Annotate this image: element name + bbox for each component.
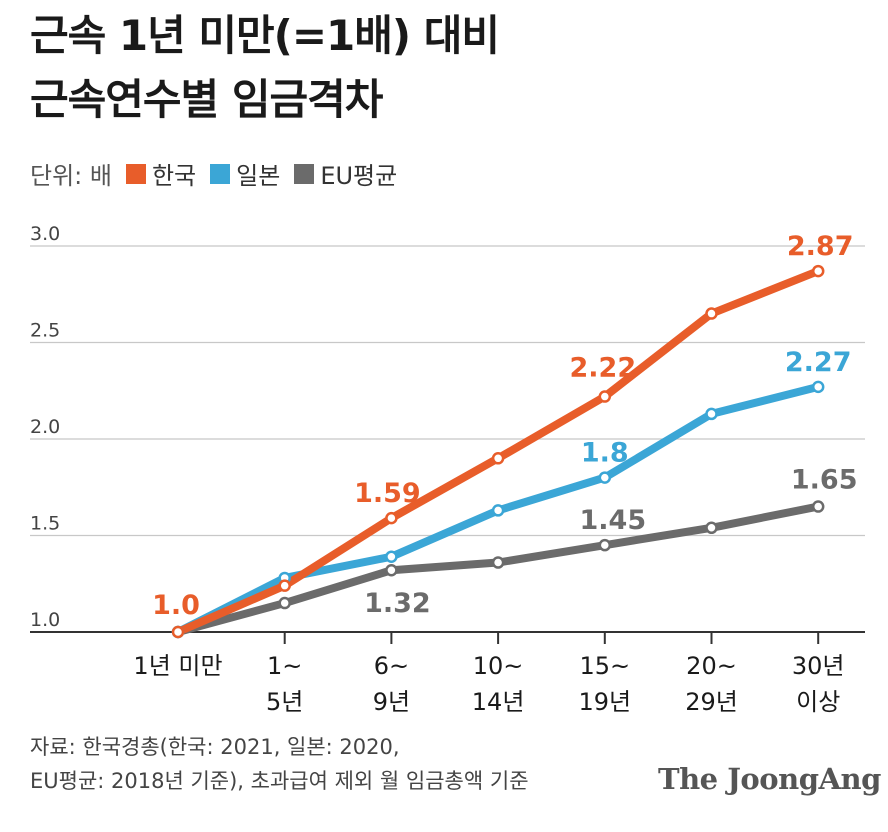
source-note: 자료: 한국경총(한국: 2021, 일본: 2020, EU평균: 2018년… — [30, 730, 529, 798]
data-label: 2.22 — [569, 353, 636, 384]
data-point-EU평균 — [705, 521, 718, 535]
data-point-일본 — [705, 407, 718, 421]
data-point-EU평균 — [385, 563, 398, 577]
y-tick-label: 2.5 — [30, 320, 60, 342]
data-label: 1.65 — [791, 465, 858, 496]
series-line-EU평균 — [174, 502, 823, 636]
x-tick-label: 9년 — [373, 688, 410, 716]
data-point-EU평균 — [491, 556, 505, 569]
x-tick-label: 15~ — [579, 652, 630, 680]
data-point-한국 — [811, 264, 825, 278]
legend-label-korea: 한국 — [151, 162, 197, 190]
data-point-일본 — [811, 380, 825, 394]
series-line-한국 — [174, 267, 823, 636]
data-label: 2.87 — [787, 231, 854, 262]
legend-label-japan: 일본 — [236, 162, 281, 190]
y-tick-label: 2.0 — [30, 416, 60, 438]
legend-swatch-eu — [294, 163, 315, 184]
data-point-한국 — [171, 625, 185, 639]
y-tick-label: 1.0 — [30, 609, 60, 631]
legend-item-japan: 일본 — [210, 156, 280, 191]
chart-title-line-1: 근속 1년 미만(=1배) 대비 — [30, 11, 500, 60]
x-tick-label: 29년 — [685, 688, 738, 716]
chart-title: 근속 1년 미만(=1배) 대비 근속연수별 임금격차 — [30, 4, 500, 132]
unit-label: 단위: 배 — [30, 162, 112, 190]
data-point-EU평균 — [598, 538, 612, 552]
x-tick-label: 10~ — [473, 652, 524, 680]
legend-swatch-japan — [210, 163, 231, 184]
legend-item-korea: 한국 — [125, 156, 197, 191]
data-label: 1.8 — [581, 438, 629, 469]
data-point-일본 — [598, 471, 612, 484]
data-point-한국 — [385, 511, 398, 525]
brand-logo: The JoongAng — [658, 762, 881, 796]
legend-label-eu: EU평균 — [320, 162, 398, 190]
x-tick-label: 1년 미만 — [133, 652, 222, 680]
data-point-한국 — [705, 307, 718, 320]
x-tick-label: 19년 — [578, 688, 631, 716]
data-point-한국 — [598, 390, 612, 403]
x-tick-label: 1~ — [267, 652, 302, 680]
y-tick-label: 3.0 — [30, 223, 60, 245]
data-label: 1.32 — [364, 588, 431, 619]
x-tick-label: 이상 — [796, 688, 840, 716]
data-point-한국 — [491, 452, 505, 465]
data-label: 1.59 — [354, 478, 421, 509]
data-point-일본 — [385, 550, 398, 563]
data-point-EU평균 — [811, 500, 825, 513]
data-label: 1.45 — [579, 505, 646, 536]
data-point-일본 — [491, 504, 505, 517]
x-tick-label: 5년 — [266, 688, 303, 716]
data-point-한국 — [278, 579, 291, 592]
source-line-1: 자료: 한국경총(한국: 2021, 일본: 2020, — [30, 735, 400, 759]
legend: 단위: 배 한국 일본 EU평균 — [30, 156, 411, 191]
data-point-EU평균 — [278, 596, 291, 610]
x-tick-label: 6~ — [374, 652, 409, 680]
data-label: 2.27 — [785, 347, 852, 378]
legend-item-eu: EU평균 — [294, 156, 397, 191]
data-label: 1.0 — [152, 590, 200, 621]
y-tick-label: 1.5 — [30, 513, 60, 535]
x-tick-label: 30년 — [792, 652, 845, 680]
x-tick-label: 14년 — [472, 688, 525, 716]
chart-title-line-2: 근속연수별 임금격차 — [30, 75, 383, 124]
legend-swatch-korea — [125, 163, 146, 184]
x-tick-label: 20~ — [686, 652, 737, 680]
source-line-2: EU평균: 2018년 기준), 초과급여 제외 월 임금총액 기준 — [30, 769, 529, 793]
line-chart: 1.0 1.5 2.0 2.5 3.0 1년 미만 1~ 5년 6~ 9년 10~ 14년 15~ 19년… — [30, 223, 865, 716]
